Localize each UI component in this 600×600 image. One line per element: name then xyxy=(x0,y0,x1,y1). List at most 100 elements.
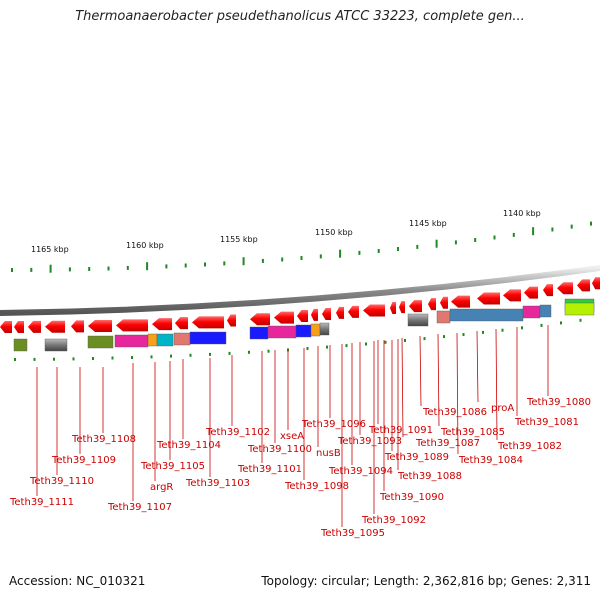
feature-tick xyxy=(579,318,582,322)
forward-gene-block xyxy=(249,326,269,340)
reverse-gene-arrow xyxy=(322,308,331,321)
reverse-gene-arrow xyxy=(440,296,448,309)
scale-tick xyxy=(146,262,149,271)
reverse-gene-arrow xyxy=(227,314,236,327)
forward-gene-block xyxy=(436,310,451,324)
feature-tick xyxy=(501,328,504,332)
genome-backbone xyxy=(0,265,600,316)
gene-label: Teth39_1087 xyxy=(415,438,480,449)
scale-label: 1140 kbp xyxy=(503,209,541,218)
scale-tick xyxy=(454,240,457,245)
reverse-gene-arrow xyxy=(477,292,500,305)
label-leader-line xyxy=(456,332,459,455)
scale-tick xyxy=(242,257,245,266)
gene-label: Teth39_1109 xyxy=(51,455,116,466)
reverse-gene-arrow xyxy=(592,277,600,290)
scale-tick xyxy=(435,239,438,248)
reverse-gene-arrow xyxy=(399,301,405,314)
reverse-gene-arrow xyxy=(152,318,172,331)
feature-tick xyxy=(189,353,192,357)
feature-tick xyxy=(443,335,445,339)
reverse-gene-arrow xyxy=(451,295,470,308)
forward-gene-block xyxy=(44,338,68,352)
reverse-gene-arrow xyxy=(543,284,553,297)
label-leader-line xyxy=(401,337,404,438)
gene-label: proA xyxy=(491,403,514,414)
forward-gene-block xyxy=(522,305,541,319)
scale-tick xyxy=(493,235,496,240)
forward-gene-block xyxy=(564,302,595,316)
label-leader-line xyxy=(419,335,422,407)
scale-tick xyxy=(126,265,129,270)
scale-tick xyxy=(165,264,168,269)
gene-label: Teth39_1107 xyxy=(107,502,172,513)
reverse-gene-arrow xyxy=(297,309,308,322)
gene-label: Teth39_1110 xyxy=(29,476,94,487)
reverse-gene-arrow xyxy=(557,282,573,295)
gene-label: Teth39_1090 xyxy=(379,492,444,503)
feature-tick xyxy=(326,345,328,349)
label-leader-line xyxy=(476,330,479,403)
feature-tick xyxy=(209,352,211,356)
feature-tick xyxy=(423,337,426,341)
feature-tick xyxy=(131,356,133,359)
scale-tick xyxy=(570,224,573,229)
scale-ticks xyxy=(11,221,592,273)
feature-tick xyxy=(14,358,16,361)
scale-tick xyxy=(261,258,264,263)
scale-tick xyxy=(11,268,13,272)
forward-gene-block xyxy=(114,334,149,348)
feature-tick xyxy=(462,333,465,336)
forward-gene-block xyxy=(449,308,524,322)
reverse-gene-arrow xyxy=(311,308,318,321)
scale-tick xyxy=(590,221,592,226)
reverse-gene-arrow xyxy=(428,298,436,311)
reverse-gene-arrow xyxy=(0,321,12,333)
forward-gene-block xyxy=(147,333,158,347)
scale-labels: 1165 kbp 1160 kbp 1155 kbp 1150 kbp 1145… xyxy=(31,209,541,254)
feature-tick xyxy=(72,357,75,361)
feature-tick xyxy=(482,330,484,334)
gene-label: Teth39_1082 xyxy=(497,441,562,452)
feature-tick xyxy=(540,323,543,327)
reverse-gene-arrow xyxy=(274,311,294,324)
scale-tick xyxy=(474,238,477,242)
feature-tick xyxy=(365,342,367,346)
map-title: Thermoanaerobacter pseudethanolicus ATCC… xyxy=(75,9,525,24)
reverse-gene-arrow xyxy=(45,320,65,333)
scale-tick xyxy=(68,267,71,272)
feature-tick xyxy=(287,348,289,352)
gene-label: xseA xyxy=(280,431,304,442)
reverse-gene-arrow xyxy=(409,300,422,313)
reverse-gene-arrow xyxy=(192,316,224,329)
scale-tick xyxy=(339,249,342,258)
forward-gene-block xyxy=(319,322,330,336)
forward-gene-block xyxy=(173,332,191,346)
reverse-gene-arrow xyxy=(390,301,396,314)
label-leader-line xyxy=(495,328,498,441)
feature-tick xyxy=(267,349,270,353)
reverse-gene-arrow xyxy=(348,305,359,318)
scale-label: 1155 kbp xyxy=(220,235,258,244)
feature-tick xyxy=(384,340,387,344)
gene-label: Teth39_1102 xyxy=(205,427,270,438)
accession-text: Accession: NC_010321 xyxy=(9,574,146,588)
reverse-gene-arrow xyxy=(336,306,344,319)
gene-label: Teth39_1104 xyxy=(156,440,221,451)
gene-label: Teth39_1091 xyxy=(368,425,433,436)
gene-label: Teth39_1108 xyxy=(71,434,136,445)
feature-tick xyxy=(150,355,153,359)
forward-gene-block xyxy=(295,324,312,338)
reverse-gene-arrow xyxy=(14,320,24,333)
scale-tick xyxy=(30,267,33,272)
feature-tick xyxy=(248,350,250,354)
topology-text: Topology: circular; Length: 2,362,816 bp… xyxy=(261,574,591,588)
label-leaders xyxy=(36,325,549,527)
gene-label: Teth39_1094 xyxy=(328,466,393,477)
feature-tick xyxy=(306,347,309,350)
gene-labels: Teth39_1111 Teth39_1110 Teth39_1109 Teth39_… xyxy=(9,397,591,539)
reverse-gene-arrow xyxy=(71,320,84,333)
scale-tick xyxy=(319,254,322,259)
reverse-gene-arrow xyxy=(503,289,521,302)
